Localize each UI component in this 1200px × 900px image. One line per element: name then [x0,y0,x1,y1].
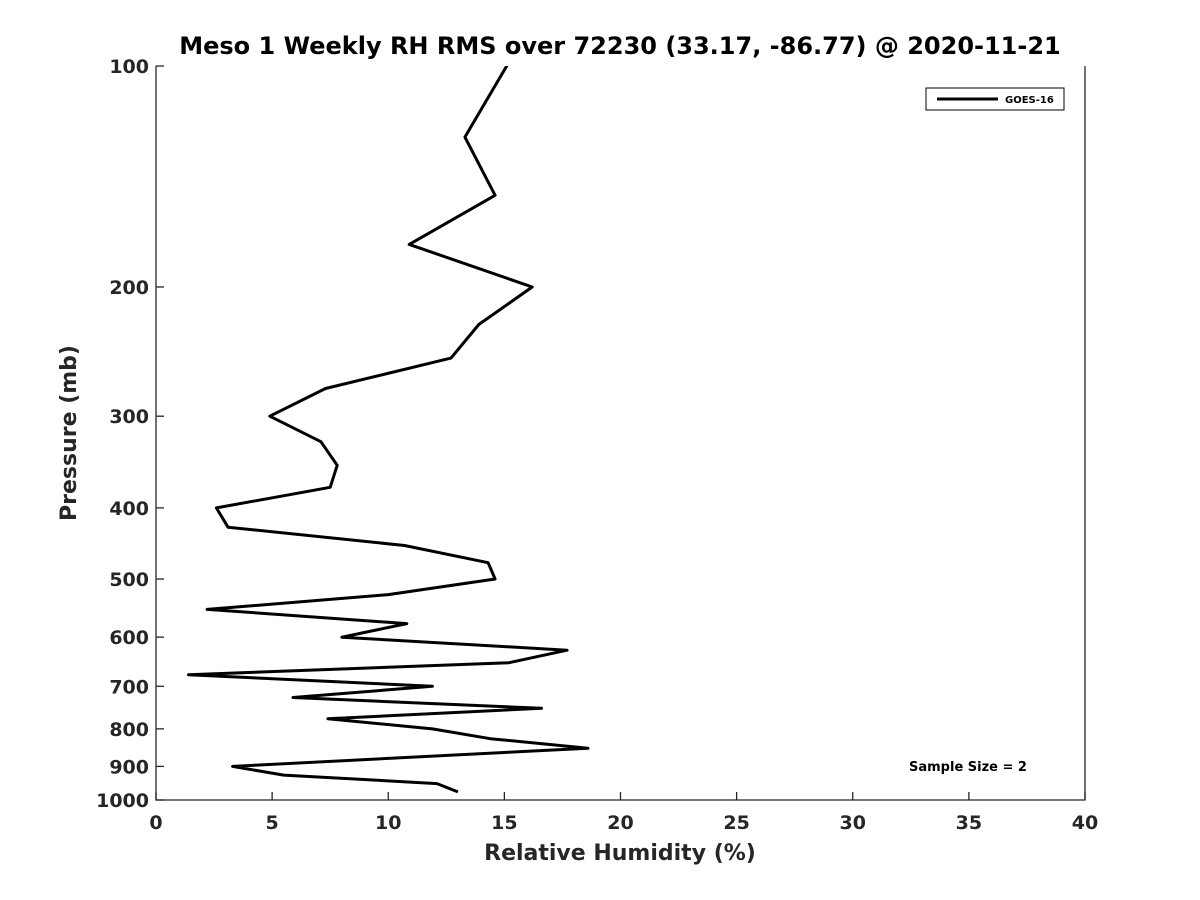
y-tick-label: 200 [109,277,149,299]
y-tick-label: 300 [109,406,149,428]
y-tick-label: 500 [109,569,149,591]
x-tick-label: 15 [491,812,517,834]
y-tick-label: 1000 [96,790,149,812]
series-line-goes-16 [187,66,590,794]
y-axis-ticks: 100 200 300 400 500 600 700 800 900 1000 [96,56,164,812]
x-tick-label: 35 [956,812,982,834]
legend-label-goes-16: GOES-16 [1005,95,1054,106]
x-tick-label: 20 [607,812,633,834]
x-axis-ticks: 0 5 10 15 20 25 30 35 40 [149,792,1098,834]
x-tick-label: 25 [723,812,749,834]
y-tick-label: 400 [109,498,149,520]
y-axis-label: Pressure (mb) [57,345,82,521]
x-tick-label: 30 [840,812,866,834]
y-tick-label: 800 [109,719,149,741]
y-tick-label: 600 [109,627,149,649]
legend: GOES-16 [925,87,1065,111]
sample-size-annotation: Sample Size = 2 [909,760,1027,775]
series-layer [187,66,590,794]
x-tick-label: 40 [1072,812,1098,834]
y-tick-label: 900 [109,756,149,778]
chart-title: Meso 1 Weekly RH RMS over 72230 (33.17, … [179,32,1061,60]
y-tick-label: 100 [109,56,149,78]
plot-area: 0 5 10 15 20 25 30 35 40 100 200 300 400 500 600 700 80… [96,56,1098,834]
y-tick-label: 700 [109,676,149,698]
x-tick-label: 10 [375,812,401,834]
x-axis-label: Relative Humidity (%) [484,841,756,866]
x-tick-label: 0 [149,812,162,834]
x-tick-label: 5 [266,812,279,834]
